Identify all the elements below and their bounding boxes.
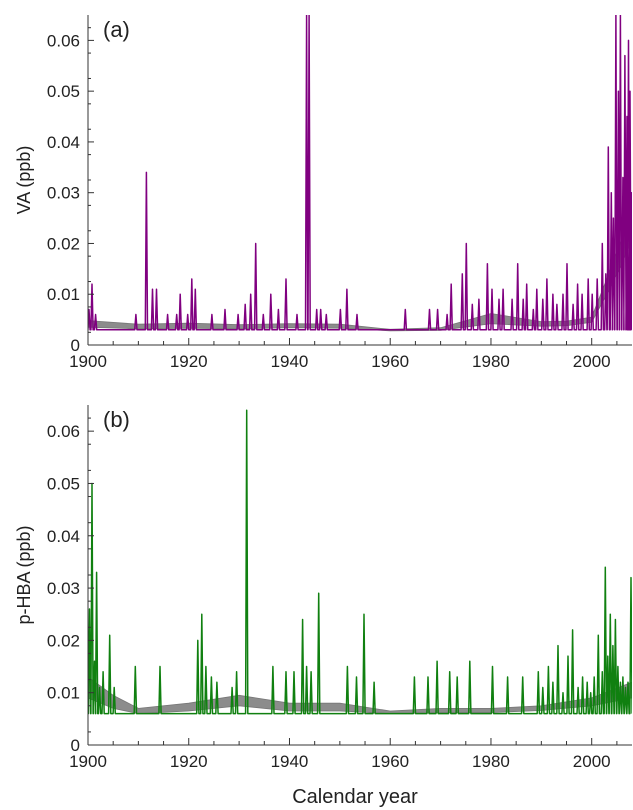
y-tick-label: 0.05 — [47, 82, 80, 101]
x-tick-label: 2000 — [573, 752, 611, 771]
x-tick-label: 1900 — [69, 352, 107, 371]
y-tick-label: 0.05 — [47, 474, 80, 493]
y-axis-title: p-HBA (ppb) — [14, 525, 34, 624]
panel-label: (b) — [103, 407, 130, 432]
x-tick-label: 1980 — [472, 752, 510, 771]
y-tick-label: 0 — [71, 736, 80, 755]
y-tick-label: 0.02 — [47, 234, 80, 253]
x-tick-label: 1920 — [170, 752, 208, 771]
y-axis-title: VA (ppb) — [14, 146, 34, 215]
y-tick-label: 0 — [71, 336, 80, 355]
x-tick-label: 1940 — [271, 752, 309, 771]
plot-area — [88, 409, 632, 715]
y-tick-label: 0.04 — [47, 133, 80, 152]
x-tick-label: 1980 — [472, 352, 510, 371]
uncertainty-band — [88, 197, 632, 332]
panel-b: 0 0.01 0.02 0.03 0.04 0.05 0.06 1900 1920 1940 196… — [14, 405, 632, 808]
data-series — [88, 409, 632, 715]
x-tick-label: 2000 — [573, 352, 611, 371]
x-tick-label: 1900 — [69, 752, 107, 771]
y-tick-label: 0.06 — [47, 422, 80, 441]
x-tick-label: 1960 — [371, 352, 409, 371]
x-axis-title: Calendar year — [292, 786, 418, 808]
panel-a: 0 0.01 0.02 0.03 0.04 0.05 0.06 1900 1920 1940 196… — [14, 15, 632, 371]
x-tick-label: 1940 — [271, 352, 309, 371]
x-tick-label: 1920 — [170, 352, 208, 371]
panel-label: (a) — [103, 17, 130, 42]
y-tick-label: 0.06 — [47, 31, 80, 50]
y-tick-label: 0.01 — [47, 285, 80, 304]
y-tick-label: 0.04 — [47, 527, 80, 546]
y-tick-label: 0.03 — [47, 184, 80, 203]
y-tick-label: 0.01 — [47, 684, 80, 703]
data-series — [88, 15, 632, 331]
plot-area — [88, 15, 632, 332]
x-tick-label: 1960 — [371, 752, 409, 771]
y-tick-label: 0.03 — [47, 579, 80, 598]
uncertainty-band — [88, 676, 632, 715]
y-tick-label: 0.02 — [47, 631, 80, 650]
